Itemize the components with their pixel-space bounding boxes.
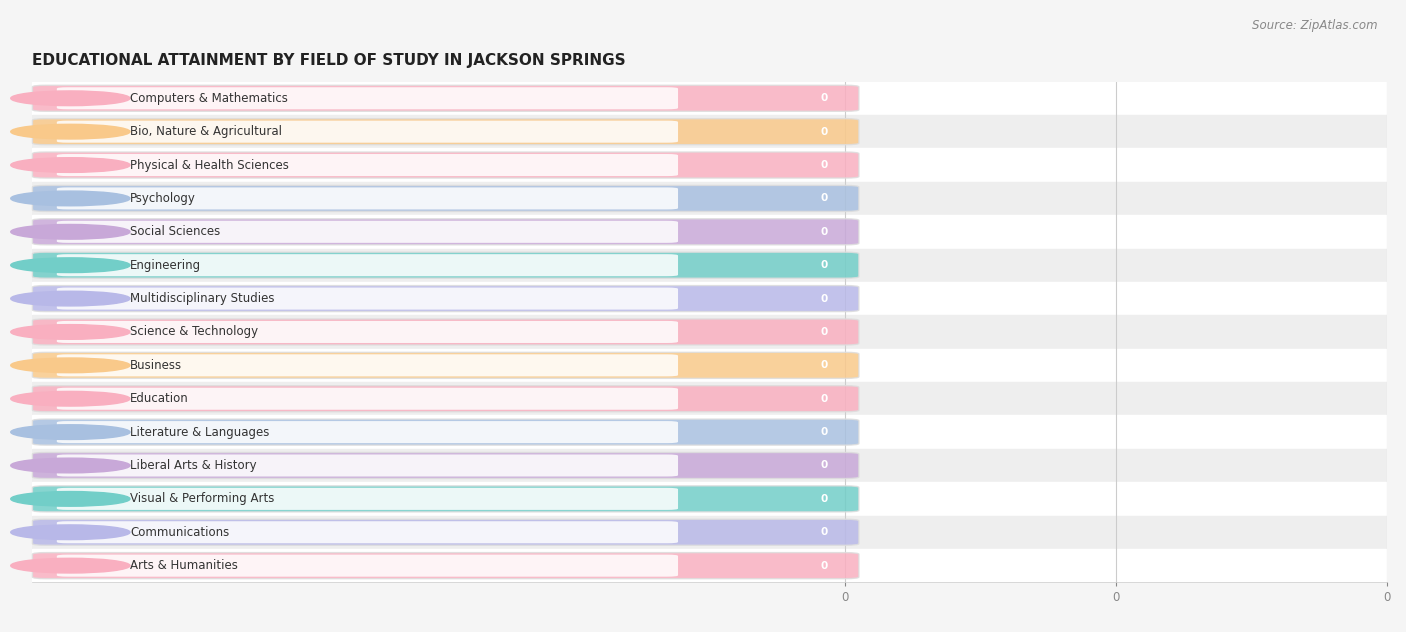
Text: 0: 0 (820, 327, 827, 337)
Bar (32, 415, 1388, 449)
FancyBboxPatch shape (56, 221, 678, 243)
Bar (32, 282, 1388, 315)
Bar (32, 382, 1388, 415)
Text: Computers & Mathematics: Computers & Mathematics (129, 92, 288, 105)
Bar (32, 482, 1388, 516)
Text: Psychology: Psychology (129, 192, 195, 205)
FancyBboxPatch shape (56, 154, 678, 176)
FancyBboxPatch shape (56, 188, 678, 209)
Text: Education: Education (129, 392, 188, 405)
Text: Social Sciences: Social Sciences (129, 226, 221, 238)
FancyBboxPatch shape (56, 488, 678, 510)
FancyBboxPatch shape (32, 419, 859, 445)
FancyBboxPatch shape (56, 421, 678, 443)
FancyBboxPatch shape (56, 321, 678, 343)
FancyBboxPatch shape (56, 355, 678, 377)
Text: 0: 0 (820, 561, 827, 571)
FancyBboxPatch shape (56, 121, 678, 143)
FancyBboxPatch shape (32, 85, 859, 111)
Bar (32, 449, 1388, 482)
Circle shape (11, 258, 129, 272)
FancyBboxPatch shape (56, 87, 678, 109)
Circle shape (11, 125, 129, 139)
Circle shape (11, 425, 129, 439)
Text: Bio, Nature & Agricultural: Bio, Nature & Agricultural (129, 125, 283, 138)
Text: Liberal Arts & History: Liberal Arts & History (129, 459, 257, 472)
Bar (32, 115, 1388, 149)
Text: 0: 0 (820, 260, 827, 270)
Bar (32, 549, 1388, 582)
Text: 0: 0 (820, 160, 827, 170)
Circle shape (11, 458, 129, 473)
Text: 0: 0 (820, 294, 827, 303)
Text: Visual & Performing Arts: Visual & Performing Arts (129, 492, 274, 506)
FancyBboxPatch shape (56, 521, 678, 544)
Text: 0: 0 (820, 427, 827, 437)
Bar (32, 149, 1388, 182)
Text: 0: 0 (820, 193, 827, 204)
FancyBboxPatch shape (32, 552, 859, 579)
FancyBboxPatch shape (32, 386, 859, 411)
Circle shape (11, 525, 129, 540)
Text: 0: 0 (820, 527, 827, 537)
Text: Communications: Communications (129, 526, 229, 538)
FancyBboxPatch shape (56, 454, 678, 477)
Circle shape (11, 558, 129, 573)
FancyBboxPatch shape (56, 555, 678, 576)
Circle shape (11, 291, 129, 306)
Circle shape (11, 158, 129, 173)
FancyBboxPatch shape (56, 288, 678, 310)
FancyBboxPatch shape (56, 387, 678, 410)
FancyBboxPatch shape (32, 486, 859, 512)
Circle shape (11, 191, 129, 206)
Circle shape (11, 391, 129, 406)
Text: 0: 0 (820, 360, 827, 370)
FancyBboxPatch shape (32, 286, 859, 312)
Bar (32, 349, 1388, 382)
Circle shape (11, 358, 129, 373)
FancyBboxPatch shape (32, 119, 859, 145)
Text: 0: 0 (820, 94, 827, 103)
FancyBboxPatch shape (32, 319, 859, 345)
Text: 0: 0 (820, 227, 827, 237)
Text: Science & Technology: Science & Technology (129, 325, 259, 339)
FancyBboxPatch shape (32, 252, 859, 278)
FancyBboxPatch shape (32, 152, 859, 178)
Bar (32, 248, 1388, 282)
Text: 0: 0 (820, 461, 827, 470)
Text: 0: 0 (820, 494, 827, 504)
FancyBboxPatch shape (32, 219, 859, 245)
Bar (32, 215, 1388, 248)
Text: Business: Business (129, 359, 183, 372)
FancyBboxPatch shape (32, 453, 859, 478)
FancyBboxPatch shape (56, 254, 678, 276)
Text: Literature & Languages: Literature & Languages (129, 425, 270, 439)
FancyBboxPatch shape (32, 352, 859, 379)
Text: Multidisciplinary Studies: Multidisciplinary Studies (129, 292, 274, 305)
Text: Source: ZipAtlas.com: Source: ZipAtlas.com (1253, 19, 1378, 32)
Bar (32, 315, 1388, 349)
Bar (32, 182, 1388, 215)
Bar (32, 82, 1388, 115)
Text: 0: 0 (820, 394, 827, 404)
Text: 0: 0 (820, 126, 827, 137)
Circle shape (11, 224, 129, 239)
FancyBboxPatch shape (32, 185, 859, 212)
Text: Arts & Humanities: Arts & Humanities (129, 559, 238, 572)
Bar (32, 516, 1388, 549)
Text: Physical & Health Sciences: Physical & Health Sciences (129, 159, 288, 171)
Circle shape (11, 91, 129, 106)
FancyBboxPatch shape (32, 520, 859, 545)
Circle shape (11, 325, 129, 339)
Text: EDUCATIONAL ATTAINMENT BY FIELD OF STUDY IN JACKSON SPRINGS: EDUCATIONAL ATTAINMENT BY FIELD OF STUDY… (32, 53, 626, 68)
Circle shape (11, 492, 129, 506)
Text: Engineering: Engineering (129, 258, 201, 272)
